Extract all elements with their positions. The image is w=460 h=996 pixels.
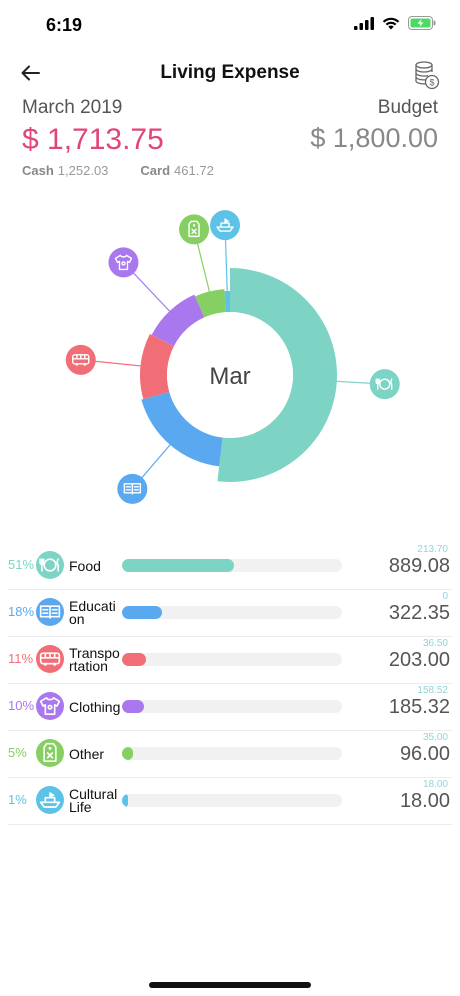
category-percent: 51% — [8, 557, 35, 572]
bus-icon — [36, 645, 64, 673]
cash-label: Cash — [22, 163, 54, 178]
month-label[interactable]: March 2019 — [22, 97, 123, 118]
category-name: Other — [69, 745, 105, 762]
food-icon — [375, 378, 393, 390]
navigation-bar: Living Expense $ — [0, 56, 460, 92]
chart-bubble-food-icon[interactable] — [369, 369, 400, 400]
category-amount: 889.08 — [388, 555, 450, 577]
status-icons — [354, 16, 436, 30]
category-amount: 322.35 — [388, 602, 450, 624]
progress-track — [122, 794, 342, 807]
category-name: Transportation — [69, 646, 120, 674]
card-amount: 461.72 — [174, 163, 214, 178]
category-budget: 36.50 — [422, 638, 448, 649]
category-percent: 18% — [8, 604, 35, 619]
donut-slice-cultural-life[interactable] — [224, 291, 230, 313]
battery-icon — [408, 16, 436, 30]
shirt-icon — [36, 692, 64, 720]
category-amount: 18.00 — [399, 790, 450, 812]
tag-icon — [36, 739, 64, 767]
progress-fill — [122, 653, 147, 666]
progress-track — [122, 700, 342, 713]
expense-donut-chart: Mar — [0, 200, 460, 510]
progress-fill — [122, 700, 144, 713]
chart-bubble-circle — [65, 344, 96, 375]
category-budget: 0 — [442, 591, 448, 602]
category-row[interactable]: 18% Education 0 322.35 — [8, 590, 452, 637]
donut-center-label: Mar — [209, 363, 250, 390]
svg-text:$: $ — [429, 78, 434, 88]
shirt-icon — [114, 254, 133, 271]
monthly-summary: March 2019 $ 1,713.75 Budget $ 1,800.00 … — [22, 97, 438, 187]
progress-track — [122, 653, 342, 666]
chart-bubble-book-icon[interactable] — [117, 473, 148, 504]
donut-chart-svg: Mar — [65, 210, 400, 504]
progress-track — [122, 606, 342, 619]
category-row[interactable]: 1% Cultural Life 18.00 18.00 — [8, 778, 452, 825]
budget-coins-button[interactable]: $ — [414, 60, 440, 92]
signal-icon — [354, 16, 374, 30]
chart-bubble-bus-icon[interactable] — [65, 344, 96, 375]
category-row[interactable]: 11% Transportation 36.50 203.00 — [8, 637, 452, 684]
progress-track — [122, 747, 342, 760]
chart-bubble-circle — [369, 369, 400, 400]
payment-breakdown: Cash 1,252.03 Card 461.72 — [22, 163, 214, 178]
chart-bubble-circle — [210, 210, 241, 241]
donut-hole — [167, 312, 293, 438]
category-amount: 203.00 — [388, 649, 450, 671]
category-percent: 11% — [8, 651, 34, 666]
total-expense-amount: $ 1,713.75 — [22, 123, 164, 156]
back-button[interactable] — [18, 60, 44, 86]
coins-icon: $ — [415, 61, 440, 90]
donut-slice-food[interactable] — [217, 268, 337, 482]
chart-bubble-tag-icon[interactable] — [179, 214, 210, 245]
chart-bubble-shirt-icon[interactable] — [108, 247, 139, 278]
category-name: Food — [69, 557, 101, 574]
progress-fill — [122, 559, 235, 572]
category-row[interactable]: 5% Other 35.00 96.00 — [8, 731, 452, 778]
progress-fill — [122, 747, 133, 760]
category-percent: 5% — [8, 745, 27, 760]
back-arrow-icon — [21, 65, 40, 81]
progress-fill — [122, 606, 162, 619]
category-name: Cultural Life — [69, 787, 118, 815]
category-percent: 1% — [8, 792, 27, 807]
chart-bubble-boat-icon[interactable] — [210, 210, 241, 241]
budget-label: Budget — [377, 97, 438, 118]
home-indicator — [149, 982, 311, 988]
budget-amount[interactable]: $ 1,800.00 — [310, 123, 438, 153]
category-budget: 18.00 — [422, 779, 448, 790]
book-icon — [36, 598, 64, 626]
page-title: Living Expense — [160, 62, 300, 83]
donut-slice-transportation[interactable] — [140, 333, 174, 400]
donut-slice-education[interactable] — [141, 391, 223, 467]
food-icon — [36, 551, 64, 579]
category-name: Clothing — [69, 698, 121, 715]
wifi-icon — [382, 17, 400, 29]
category-amount: 185.32 — [388, 696, 450, 718]
category-budget: 158.52 — [417, 685, 448, 696]
book-icon — [123, 483, 142, 495]
card-label: Card — [140, 163, 171, 178]
category-amount: 96.00 — [399, 743, 450, 765]
bus-icon — [72, 354, 90, 366]
category-row[interactable]: 10% Clothing 158.52 185.32 — [8, 684, 452, 731]
progress-fill — [122, 794, 128, 807]
donut-slice-other[interactable] — [195, 289, 226, 318]
status-bar: 6:19 — [0, 0, 460, 50]
category-budget: 213.70 — [417, 544, 448, 555]
category-row[interactable]: 51% Food 213.70 889.08 — [8, 543, 452, 590]
status-time: 6:19 — [46, 15, 83, 35]
chart-bubble-circle — [179, 214, 210, 245]
donut-slice-clothing[interactable] — [151, 294, 205, 347]
category-list: 51% Food 213.70 889.08 18% Education 0 322.35 11… — [8, 543, 452, 825]
progress-track — [122, 559, 342, 572]
cash-amount: 1,252.03 — [57, 163, 109, 178]
category-budget: 35.00 — [422, 732, 448, 743]
boat-icon — [36, 786, 64, 814]
category-percent: 10% — [8, 698, 35, 713]
category-name: Education — [69, 599, 116, 627]
boat-icon — [216, 218, 234, 232]
tag-icon — [188, 220, 200, 238]
